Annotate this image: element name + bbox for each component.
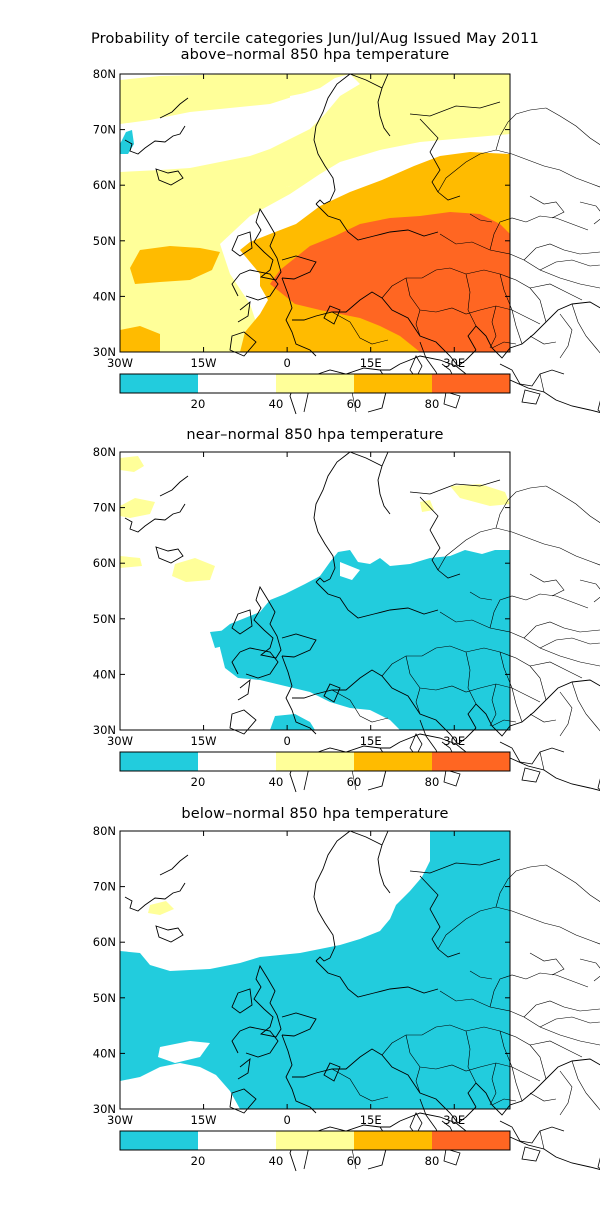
lat-label: 70N bbox=[93, 123, 116, 137]
colorbar-frame bbox=[119, 1130, 511, 1151]
lat-label: 60N bbox=[93, 556, 116, 570]
probability-shading bbox=[120, 456, 510, 730]
lon-label: 15E bbox=[360, 1113, 382, 1127]
lon-label: 30W bbox=[107, 734, 133, 748]
colorbar-segment bbox=[120, 752, 198, 771]
lon-label: 15W bbox=[191, 1113, 217, 1127]
lon-label: 15W bbox=[191, 734, 217, 748]
colorbar-label: 80 bbox=[425, 1154, 440, 1168]
map-frame bbox=[119, 73, 511, 353]
colorbar-frame bbox=[119, 751, 511, 772]
lat-label: 60N bbox=[93, 935, 116, 949]
colorbar-segment bbox=[432, 374, 510, 393]
lon-label: 30E bbox=[443, 734, 465, 748]
colorbar-segment bbox=[432, 752, 510, 771]
colorbar-label: 80 bbox=[425, 775, 440, 789]
lat-label: 50N bbox=[93, 612, 116, 626]
panel-title-near: near–normal 850 hpa temperature bbox=[186, 427, 444, 443]
colorbar-label: 40 bbox=[269, 775, 284, 789]
lon-label: 15E bbox=[360, 734, 382, 748]
colorbar-segment bbox=[432, 1131, 510, 1150]
lon-label: 0 bbox=[283, 734, 290, 748]
colorbar-label: 80 bbox=[425, 397, 440, 411]
colorbar-segment bbox=[198, 1131, 276, 1150]
lon-label: 15W bbox=[191, 356, 217, 370]
lon-label: 0 bbox=[283, 1113, 290, 1127]
lat-label: 60N bbox=[93, 178, 116, 192]
map-frame bbox=[119, 830, 511, 1110]
colorbar-label: 60 bbox=[347, 775, 362, 789]
lat-label: 50N bbox=[93, 991, 116, 1005]
colorbar-label: 20 bbox=[191, 775, 206, 789]
colorbar-label: 20 bbox=[191, 397, 206, 411]
lat-label: 80N bbox=[93, 67, 116, 81]
lon-label: 30W bbox=[107, 1113, 133, 1127]
lat-label: 50N bbox=[93, 234, 116, 248]
lat-label: 40N bbox=[93, 1046, 116, 1060]
lat-label: 70N bbox=[93, 880, 116, 894]
lon-label: 15E bbox=[360, 356, 382, 370]
figure-title: Probability of tercile categories Jun/Ju… bbox=[90, 31, 540, 47]
lon-label: 0 bbox=[283, 356, 290, 370]
lat-label: 80N bbox=[93, 824, 116, 838]
colorbar-segment bbox=[198, 752, 276, 771]
colorbar-segment bbox=[354, 374, 432, 393]
panel-title-below: below–normal 850 hpa temperature bbox=[181, 806, 449, 822]
colorbar-frame bbox=[119, 373, 511, 394]
colorbar-segment bbox=[276, 374, 354, 393]
colorbar-label: 40 bbox=[269, 397, 284, 411]
lat-label: 80N bbox=[93, 445, 116, 459]
probability-shading bbox=[120, 831, 510, 1109]
lon-label: 30E bbox=[443, 356, 465, 370]
lon-label: 30E bbox=[443, 1113, 465, 1127]
colorbar-label: 40 bbox=[269, 1154, 284, 1168]
colorbar-segment bbox=[198, 374, 276, 393]
lat-label: 30N bbox=[93, 345, 116, 359]
panel-near-normal bbox=[119, 451, 600, 795]
panel-above-normal bbox=[119, 73, 600, 417]
colorbar-segment bbox=[276, 752, 354, 771]
map-frame bbox=[119, 451, 511, 731]
lat-label: 30N bbox=[93, 723, 116, 737]
colorbar-segment bbox=[120, 1131, 198, 1150]
colorbar-label: 20 bbox=[191, 1154, 206, 1168]
colorbar-segment bbox=[276, 1131, 354, 1150]
lat-label: 40N bbox=[93, 289, 116, 303]
colorbar-segment bbox=[120, 374, 198, 393]
lat-label: 40N bbox=[93, 667, 116, 681]
colorbar-label: 60 bbox=[347, 397, 362, 411]
colorbar-segment bbox=[354, 1131, 432, 1150]
panel-title-above: above–normal 850 hpa temperature bbox=[180, 47, 450, 63]
lat-label: 70N bbox=[93, 501, 116, 515]
colorbar-segment bbox=[354, 752, 432, 771]
colorbar-label: 60 bbox=[347, 1154, 362, 1168]
probability-shading bbox=[120, 74, 510, 352]
lon-label: 30W bbox=[107, 356, 133, 370]
panel-below-normal bbox=[119, 830, 600, 1174]
lat-label: 30N bbox=[93, 1102, 116, 1116]
